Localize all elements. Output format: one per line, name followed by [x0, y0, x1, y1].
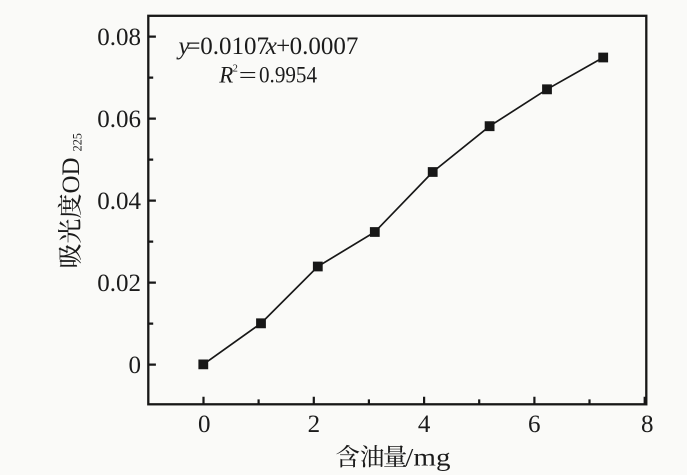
svg-text:0: 0 [198, 411, 211, 438]
svg-text:225: 225 [71, 133, 85, 151]
svg-text:8: 8 [641, 411, 654, 438]
svg-text:0.08: 0.08 [97, 24, 141, 51]
svg-text:0.02: 0.02 [97, 270, 141, 297]
svg-text:0.9954: 0.9954 [259, 63, 317, 88]
svg-text:0.0007: 0.0007 [290, 33, 359, 60]
svg-text:0.04: 0.04 [97, 188, 141, 215]
svg-text:0: 0 [129, 352, 142, 379]
svg-text:4: 4 [418, 411, 431, 438]
svg-text:2: 2 [233, 63, 238, 74]
svg-text:6: 6 [528, 411, 541, 438]
svg-text:=: = [186, 33, 200, 60]
svg-text:=: = [239, 63, 257, 88]
svg-text:2: 2 [308, 411, 321, 438]
svg-text:y: y [176, 33, 191, 60]
svg-text:0.0107: 0.0107 [200, 33, 269, 60]
svg-text:/mg: /mg [405, 445, 451, 472]
svg-text:R: R [218, 63, 233, 88]
svg-text:0.06: 0.06 [97, 106, 141, 133]
svg-text:+: + [276, 33, 290, 60]
svg-text:x: x [265, 33, 277, 60]
svg-text:OD: OD [58, 157, 85, 193]
